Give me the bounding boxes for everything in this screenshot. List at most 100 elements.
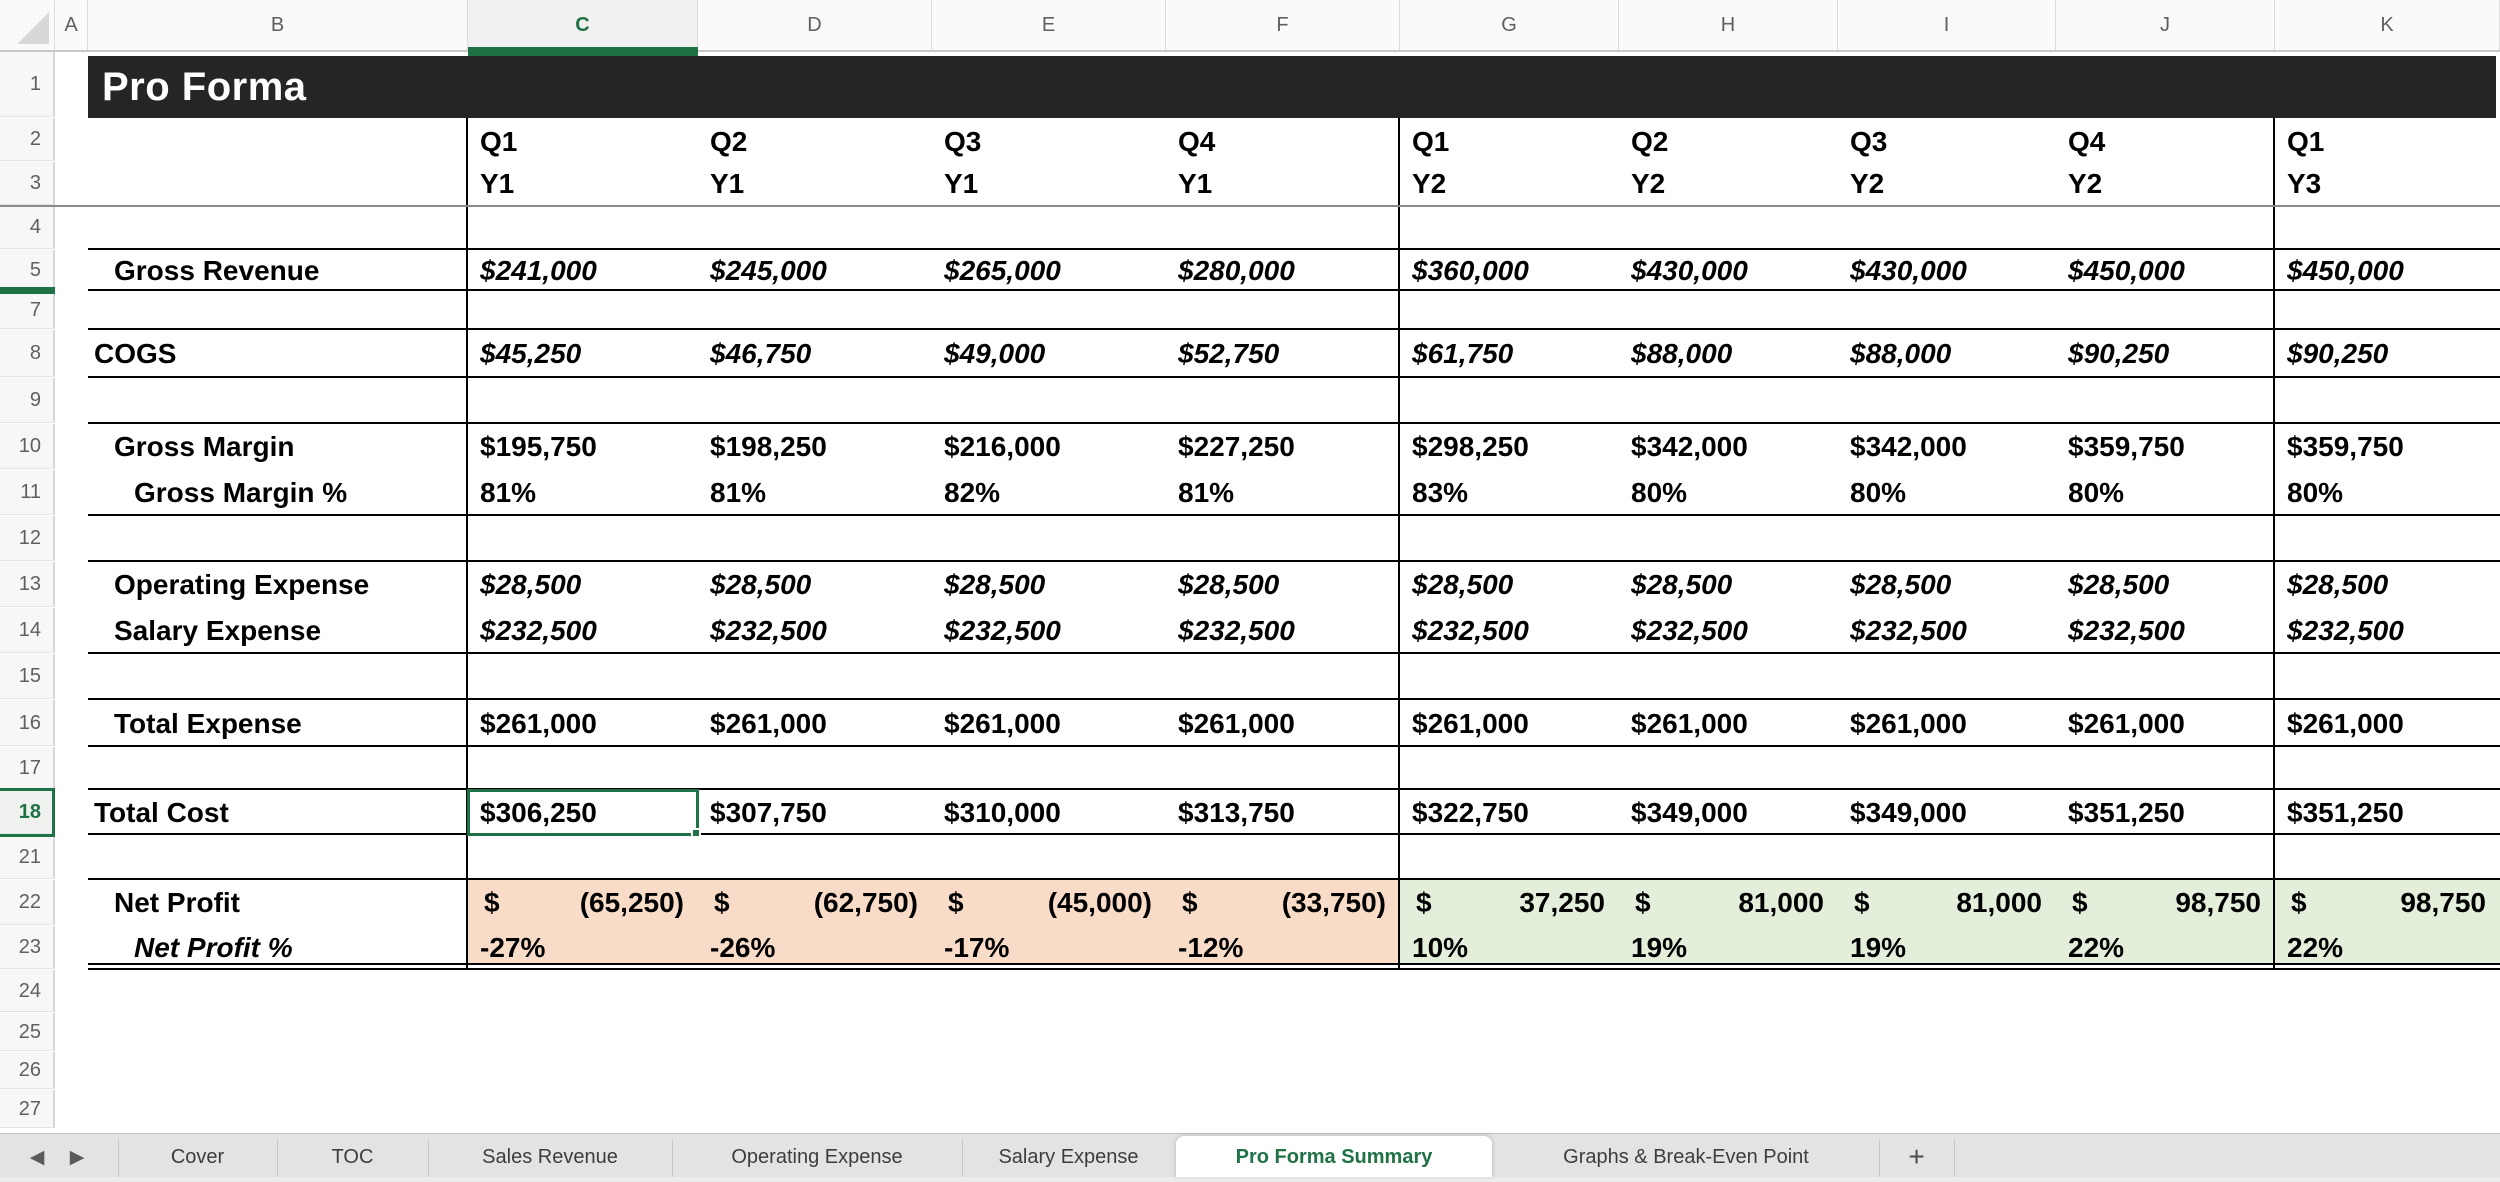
cell-e22[interactable]: $ (45,000) bbox=[934, 880, 1164, 926]
cell-e18[interactable]: $310,000 bbox=[944, 797, 1061, 828]
period-year-d[interactable]: Y1 bbox=[710, 168, 745, 199]
cell-j23[interactable]: 22% bbox=[2068, 932, 2125, 963]
row-header-21[interactable]: 21 bbox=[0, 835, 55, 879]
cell-c16[interactable]: $261,000 bbox=[480, 708, 597, 739]
column-header-e[interactable]: E bbox=[932, 0, 1166, 50]
cell-h10[interactable]: $342,000 bbox=[1631, 431, 1748, 462]
cell-f16[interactable]: $261,000 bbox=[1178, 708, 1295, 739]
cell-e16[interactable]: $261,000 bbox=[944, 708, 1061, 739]
cell-d8[interactable]: $46,750 bbox=[710, 338, 812, 369]
tab-operating-expense[interactable]: Operating Expense bbox=[731, 1146, 903, 1168]
cell-e11[interactable]: 82% bbox=[944, 477, 1001, 508]
cell-d10[interactable]: $198,250 bbox=[710, 431, 827, 462]
cell-f18[interactable]: $313,750 bbox=[1178, 797, 1295, 828]
selection-fill-handle[interactable] bbox=[691, 828, 701, 838]
cell-h23[interactable]: 19% bbox=[1631, 932, 1688, 963]
row-header-11[interactable]: 11 bbox=[0, 470, 55, 515]
cell-c14[interactable]: $232,500 bbox=[480, 615, 597, 646]
cell-c22[interactable]: $ (65,250) bbox=[470, 880, 696, 926]
period-year-c[interactable]: Y1 bbox=[480, 168, 515, 199]
cell-i22[interactable]: $81,000 bbox=[1840, 880, 2054, 926]
column-header-k[interactable]: K bbox=[2275, 0, 2500, 50]
row-header-1[interactable]: 1 bbox=[0, 52, 55, 117]
cell-d23[interactable]: -26% bbox=[710, 932, 776, 963]
row-header-10[interactable]: 10 bbox=[0, 424, 55, 469]
column-header-j[interactable]: J bbox=[2056, 0, 2275, 50]
cell-c5[interactable]: $241,000 bbox=[480, 255, 597, 286]
row-header-5[interactable]: 5 bbox=[0, 250, 55, 290]
row-label-11[interactable]: Gross Margin % bbox=[134, 477, 348, 508]
cell-i8[interactable]: $88,000 bbox=[1850, 338, 1952, 369]
cell-j10[interactable]: $359,750 bbox=[2068, 431, 2185, 462]
cell-k16[interactable]: $261,000 bbox=[2287, 708, 2404, 739]
cell-f22[interactable]: $ (33,750) bbox=[1168, 880, 1398, 926]
column-header-a[interactable]: A bbox=[55, 0, 88, 50]
row-label-16[interactable]: Total Expense bbox=[114, 708, 302, 739]
cell-g5[interactable]: $360,000 bbox=[1412, 255, 1529, 286]
cell-h11[interactable]: 80% bbox=[1631, 477, 1688, 508]
cell-i5[interactable]: $430,000 bbox=[1850, 255, 1967, 286]
cell-g11[interactable]: 83% bbox=[1412, 477, 1469, 508]
period-quarter-c[interactable]: Q1 bbox=[480, 126, 518, 157]
row-header-2[interactable]: 2 bbox=[0, 118, 55, 161]
period-year-h[interactable]: Y2 bbox=[1631, 168, 1666, 199]
row-header-27[interactable]: 27 bbox=[0, 1090, 55, 1128]
cell-f11[interactable]: 81% bbox=[1178, 477, 1235, 508]
cell-j13[interactable]: $28,500 bbox=[2068, 569, 2170, 600]
cell-k23[interactable]: 22% bbox=[2287, 932, 2344, 963]
cell-c13[interactable]: $28,500 bbox=[480, 569, 582, 600]
period-year-i[interactable]: Y2 bbox=[1850, 168, 1885, 199]
period-quarter-j[interactable]: Q4 bbox=[2068, 126, 2106, 157]
cell-g23[interactable]: 10% bbox=[1412, 932, 1469, 963]
tab-salary-expense[interactable]: Salary Expense bbox=[998, 1146, 1139, 1168]
cell-f13[interactable]: $28,500 bbox=[1178, 569, 1280, 600]
cell-j16[interactable]: $261,000 bbox=[2068, 708, 2185, 739]
column-header-c[interactable]: C bbox=[468, 0, 698, 50]
period-quarter-f[interactable]: Q4 bbox=[1178, 126, 1216, 157]
cell-k5[interactable]: $450,000 bbox=[2287, 255, 2404, 286]
cell-k14[interactable]: $232,500 bbox=[2287, 615, 2404, 646]
cell-c11[interactable]: 81% bbox=[480, 477, 537, 508]
cell-i16[interactable]: $261,000 bbox=[1850, 708, 1967, 739]
period-quarter-e[interactable]: Q3 bbox=[944, 126, 982, 157]
select-all-corner[interactable] bbox=[0, 0, 55, 50]
row-header-13[interactable]: 13 bbox=[0, 562, 55, 607]
row-label-23[interactable]: Net Profit % bbox=[134, 932, 293, 963]
cell-d13[interactable]: $28,500 bbox=[710, 569, 812, 600]
cell-j11[interactable]: 80% bbox=[2068, 477, 2125, 508]
cell-j14[interactable]: $232,500 bbox=[2068, 615, 2185, 646]
row-header-16[interactable]: 16 bbox=[0, 700, 55, 746]
cell-c23[interactable]: -27% bbox=[480, 932, 546, 963]
cell-c18[interactable]: $306,250 bbox=[480, 797, 597, 828]
row-label-22[interactable]: Net Profit bbox=[114, 887, 240, 918]
cell-d14[interactable]: $232,500 bbox=[710, 615, 827, 646]
period-quarter-i[interactable]: Q3 bbox=[1850, 126, 1888, 157]
tab-pro-forma-summary[interactable]: Pro Forma Summary bbox=[1235, 1146, 1433, 1168]
cell-i10[interactable]: $342,000 bbox=[1850, 431, 1967, 462]
cell-g16[interactable]: $261,000 bbox=[1412, 708, 1529, 739]
column-header-f[interactable]: F bbox=[1166, 0, 1400, 50]
row-header-3[interactable]: 3 bbox=[0, 162, 55, 205]
cell-j22[interactable]: $98,750 bbox=[2058, 880, 2273, 926]
cell-i13[interactable]: $28,500 bbox=[1850, 569, 1952, 600]
cell-h14[interactable]: $232,500 bbox=[1631, 615, 1748, 646]
row-label-8[interactable]: COGS bbox=[94, 338, 177, 369]
period-quarter-g[interactable]: Q1 bbox=[1412, 126, 1450, 157]
period-year-j[interactable]: Y2 bbox=[2068, 168, 2103, 199]
cell-g14[interactable]: $232,500 bbox=[1412, 615, 1529, 646]
row-header-9[interactable]: 9 bbox=[0, 378, 55, 423]
row-label-5[interactable]: Gross Revenue bbox=[114, 255, 320, 286]
cell-j8[interactable]: $90,250 bbox=[2068, 338, 2170, 369]
cell-g10[interactable]: $298,250 bbox=[1412, 431, 1529, 462]
cell-e10[interactable]: $216,000 bbox=[944, 431, 1061, 462]
cell-i18[interactable]: $349,000 bbox=[1850, 797, 1967, 828]
cell-h13[interactable]: $28,500 bbox=[1631, 569, 1733, 600]
row-header-15[interactable]: 15 bbox=[0, 654, 55, 699]
cell-j5[interactable]: $450,000 bbox=[2068, 255, 2185, 286]
row-label-13[interactable]: Operating Expense bbox=[114, 569, 370, 600]
tab-scroll-left-button[interactable]: ◀ bbox=[29, 1147, 45, 1168]
cell-i14[interactable]: $232,500 bbox=[1850, 615, 1967, 646]
row-label-18[interactable]: Total Cost bbox=[94, 797, 229, 828]
cell-d18[interactable]: $307,750 bbox=[710, 797, 827, 828]
cell-e13[interactable]: $28,500 bbox=[944, 569, 1046, 600]
